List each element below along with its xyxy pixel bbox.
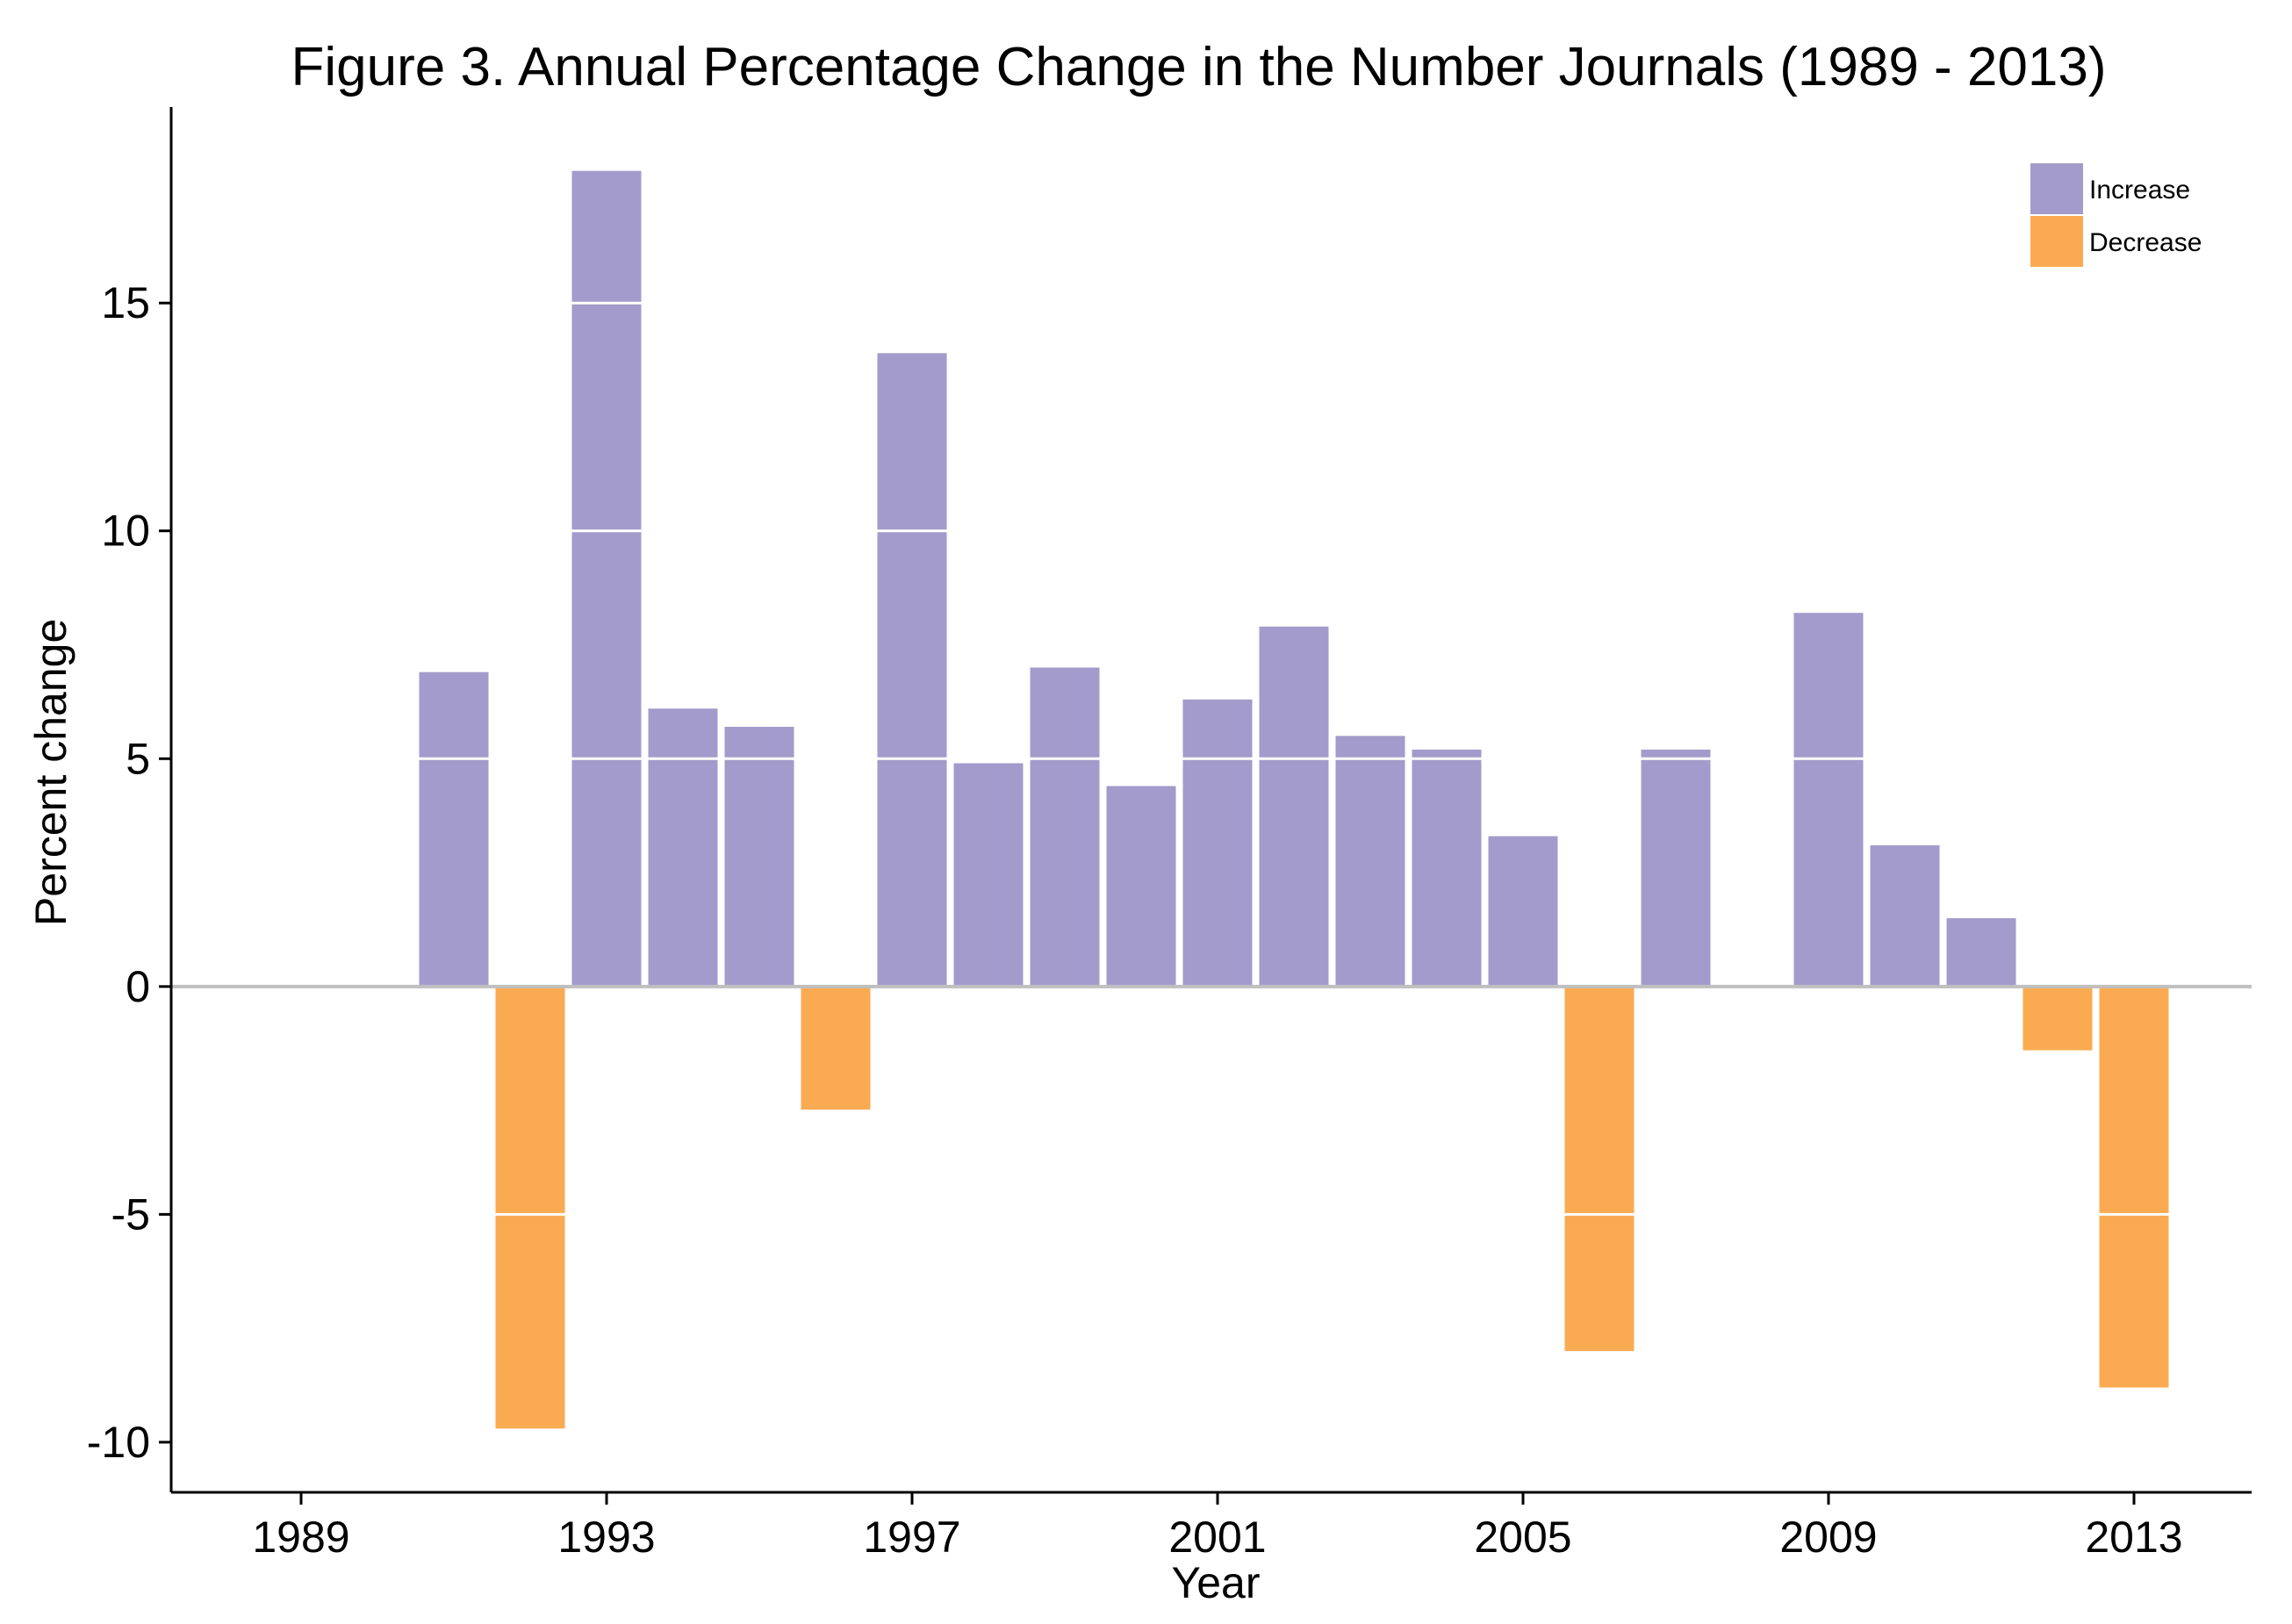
y-axis: -10 -5 0 5 10 15 — [87, 278, 171, 1467]
chart-title: Figure 3. Annual Percentage Change in th… — [291, 37, 2107, 97]
bar-1996 — [801, 986, 871, 1110]
y-tick-label: 0 — [126, 962, 150, 1011]
bar-1999 — [1030, 667, 1100, 987]
bar-2013 — [2099, 986, 2169, 1388]
bars — [419, 170, 2169, 1429]
bar-2012 — [2023, 986, 2093, 1051]
legend-label-increase: Increase — [2089, 176, 2190, 205]
bar-2011 — [1946, 917, 2016, 987]
legend-label-decrease: Decrease — [2089, 228, 2202, 257]
bar-1993 — [571, 170, 642, 987]
y-axis-title: Percent change — [26, 619, 75, 926]
x-tick-label: 2013 — [2085, 1513, 2182, 1562]
y-tick-label: -10 — [87, 1418, 150, 1467]
bar-1992 — [495, 986, 565, 1429]
bar-1994 — [648, 708, 718, 987]
bar-1997 — [877, 353, 947, 987]
x-tick-label: 1997 — [863, 1513, 960, 1562]
bar-2000 — [1106, 786, 1176, 987]
x-tick-label: 1993 — [557, 1513, 655, 1562]
bar-1995 — [724, 726, 794, 987]
bar-2004 — [1412, 749, 1482, 987]
bar-2001 — [1182, 699, 1253, 987]
legend-swatch-decrease — [2029, 214, 2085, 269]
bar-2005 — [1488, 836, 1558, 987]
legend-swatch-increase — [2029, 162, 2085, 216]
y-tick-label: -5 — [111, 1189, 150, 1239]
bar-2010 — [1870, 844, 1940, 987]
bar-1991 — [419, 672, 489, 987]
legend: Increase Decrease — [2029, 162, 2202, 269]
x-tick-label: 2005 — [1474, 1513, 1571, 1562]
x-axis-title: Year — [1171, 1558, 1260, 1607]
bar-1998 — [953, 763, 1024, 987]
y-tick-label: 15 — [101, 278, 150, 327]
x-axis: 1989 1993 1997 2001 2005 2009 2013 — [252, 1492, 2183, 1562]
y-tick-label: 5 — [126, 734, 150, 783]
bar-2006 — [1564, 986, 1635, 1352]
x-tick-label: 2001 — [1168, 1513, 1266, 1562]
x-tick-label: 1989 — [252, 1513, 349, 1562]
bar-2002 — [1259, 626, 1329, 987]
y-tick-label: 10 — [101, 507, 150, 556]
bar-2003 — [1335, 736, 1405, 987]
bar-2007 — [1641, 749, 1711, 987]
x-tick-label: 2009 — [1779, 1513, 1877, 1562]
bar-2009 — [1793, 613, 1864, 987]
